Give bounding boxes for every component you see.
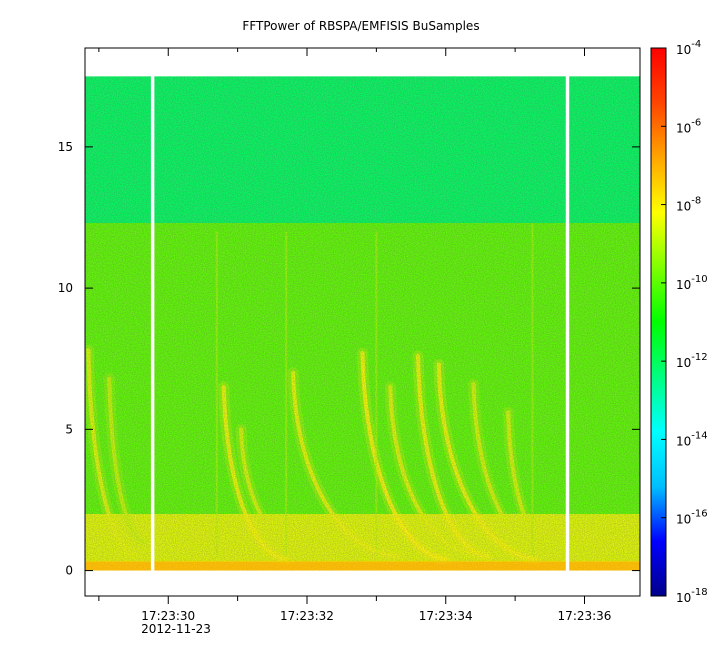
colorbar-gradient	[650, 47, 667, 597]
x-tick-label: 17:23:32	[280, 609, 334, 623]
x-tick-label: 17:23:30	[141, 609, 195, 623]
colorbar-tick-label: 10-4	[676, 39, 701, 57]
colorbar-tick-label: 10-14	[676, 430, 708, 448]
colorbar-tick-label: 10-16	[676, 509, 708, 527]
data-gap-1	[150, 48, 155, 571]
y-tick-label: 10	[58, 281, 73, 295]
x-date-label: 2012-11-23	[141, 622, 211, 636]
chart-title: FFTPower of RBSPA/EMFISIS BuSamples	[242, 19, 479, 33]
colorbar: 10-4 10-6 10-8 10-10 10-12 10-14 10-16 10-18	[650, 39, 708, 605]
colorbar-tick-label: 10-12	[676, 352, 708, 370]
colorbar-tick-label: 10-18	[676, 587, 708, 605]
y-tick-label: 15	[58, 140, 73, 154]
spectrogram-heatmap	[85, 76, 640, 571]
data-gap-2	[565, 48, 570, 571]
axes: 0 5 10 15 17:23:30 17:23:32 17:23:34 17:23:36	[58, 47, 641, 623]
colorbar-tick-label: 10-6	[676, 117, 701, 135]
data-gaps	[150, 48, 570, 571]
x-tick-label: 17:23:34	[419, 609, 473, 623]
x-tick-label: 17:23:36	[558, 609, 612, 623]
plot-frame	[84, 47, 641, 597]
baseline-intense-row	[85, 560, 640, 571]
colorbar-tick-label: 10-10	[676, 274, 708, 292]
y-tick-label: 5	[65, 422, 73, 436]
colorbar-tick-label: 10-8	[676, 196, 701, 214]
y-tick-label: 0	[65, 564, 73, 578]
